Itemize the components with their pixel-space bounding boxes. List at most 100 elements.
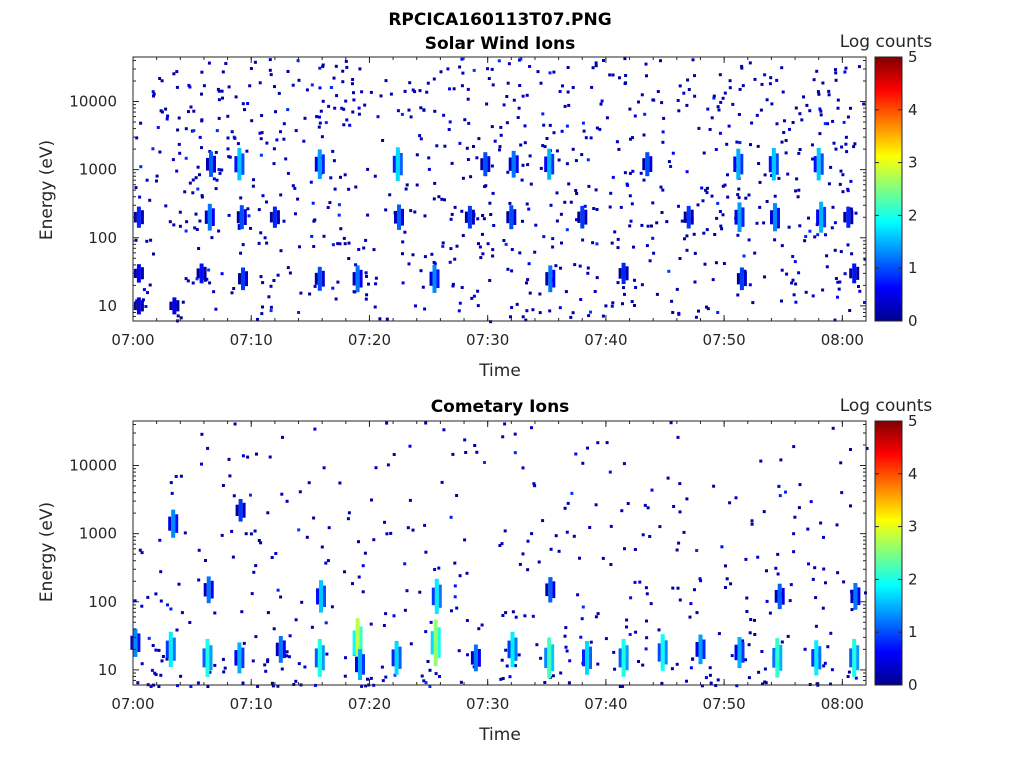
speckle-cell	[252, 570, 256, 574]
speckle-cell	[386, 463, 390, 467]
speckle-cell	[418, 590, 422, 594]
speckle-cell	[393, 673, 397, 677]
speckle-cell	[613, 230, 617, 234]
speckle-cell	[220, 272, 224, 276]
speckle-cell	[458, 141, 462, 145]
speckle-cell	[282, 219, 286, 223]
speckle-cell	[814, 624, 818, 628]
speckle-cell	[223, 666, 227, 670]
speckle-cell	[811, 294, 815, 298]
speckle-cell	[437, 566, 441, 570]
speckle-cell	[682, 530, 686, 534]
speckle-cell	[224, 62, 228, 65]
y-tick-label: 10000	[69, 457, 117, 475]
speckle-cell	[605, 116, 609, 120]
burst-cell	[774, 583, 785, 610]
speckle-cell	[296, 197, 300, 201]
speckle-cell	[341, 80, 345, 84]
speckle-cell	[472, 68, 476, 72]
speckle-cell	[728, 501, 732, 505]
speckle-cell	[197, 578, 201, 582]
speckle-cell	[423, 214, 427, 218]
speckle-cell	[685, 170, 689, 174]
colorbar: 0 1 2 3 4 5	[874, 412, 918, 694]
speckle-cell	[518, 251, 522, 255]
speckle-cell	[630, 300, 634, 303]
speckle-cell	[677, 109, 681, 113]
speckle-cell	[275, 138, 279, 142]
speckle-cell	[762, 221, 766, 225]
speckle-cell	[541, 519, 545, 523]
speckle-cell	[549, 547, 553, 551]
x-tick-label: 07:30	[466, 331, 509, 349]
speckle-cell	[849, 504, 852, 508]
speckle-cell	[344, 59, 348, 63]
speckle-cell	[700, 684, 704, 688]
speckle-cell	[179, 674, 183, 678]
speckle-cell	[419, 137, 423, 141]
speckle-cell	[765, 569, 768, 573]
speckle-cell	[564, 290, 568, 294]
speckle-cell	[321, 65, 325, 68]
speckle-cell	[291, 83, 295, 87]
speckle-cell	[697, 126, 701, 130]
speckle-cell	[640, 93, 644, 97]
speckle-cell	[145, 239, 149, 243]
speckle-cell	[256, 684, 260, 688]
spectrogram	[133, 57, 867, 324]
speckle-cell	[708, 666, 712, 670]
speckle-cell	[781, 90, 785, 94]
speckle-cell	[729, 582, 733, 586]
speckle-cell	[521, 552, 525, 556]
speckle-cell	[378, 317, 382, 321]
colorbar-tick-label: 5	[908, 48, 918, 66]
speckle-cell	[539, 81, 543, 85]
speckle-cell	[154, 673, 158, 676]
burst-cell	[314, 638, 325, 677]
speckle-cell	[406, 526, 410, 530]
speckle-cell	[831, 205, 835, 209]
speckle-cell	[160, 659, 164, 663]
speckle-cell	[230, 529, 234, 533]
speckle-cell	[716, 678, 720, 682]
speckle-cell	[611, 73, 615, 77]
speckle-cell	[525, 202, 529, 206]
speckle-cell	[175, 70, 179, 74]
colorbar-tick-label: 4	[908, 101, 918, 119]
burst-cell	[506, 205, 517, 230]
speckle-cell	[625, 625, 628, 629]
speckle-cell	[479, 256, 483, 260]
speckle-cell	[347, 511, 351, 515]
speckle-cell	[251, 659, 255, 663]
speckle-cell	[625, 618, 629, 622]
speckle-cell	[829, 631, 833, 635]
speckle-cell	[650, 224, 653, 228]
colorbar-tick-label: 3	[908, 154, 918, 172]
speckle-cell	[678, 510, 682, 514]
speckle-cell	[742, 254, 746, 258]
speckle-cell	[822, 664, 826, 668]
speckle-cell	[538, 292, 542, 296]
speckle-cell	[558, 306, 562, 310]
speckle-cell	[270, 556, 274, 559]
speckle-cell	[226, 147, 230, 151]
speckle-cell	[415, 183, 419, 187]
speckle-cell	[498, 145, 502, 149]
colorbar: 0 1 2 3 4 5	[874, 48, 918, 330]
speckle-cell	[521, 466, 525, 470]
speckle-cell	[279, 595, 283, 599]
speckle-cell	[628, 224, 632, 228]
speckle-cell	[702, 151, 706, 155]
speckle-cell	[747, 238, 751, 242]
speckle-cell	[628, 633, 632, 636]
speckle-cell	[750, 522, 754, 526]
speckle-cell	[571, 311, 575, 315]
speckle-cell	[220, 89, 224, 93]
speckle-cell	[712, 94, 716, 98]
speckle-cell	[273, 85, 276, 89]
burst-cell	[507, 631, 518, 667]
speckle-cell	[401, 281, 405, 285]
speckle-cell	[611, 301, 615, 305]
speckle-cell	[693, 280, 697, 284]
speckle-cell	[745, 610, 749, 613]
